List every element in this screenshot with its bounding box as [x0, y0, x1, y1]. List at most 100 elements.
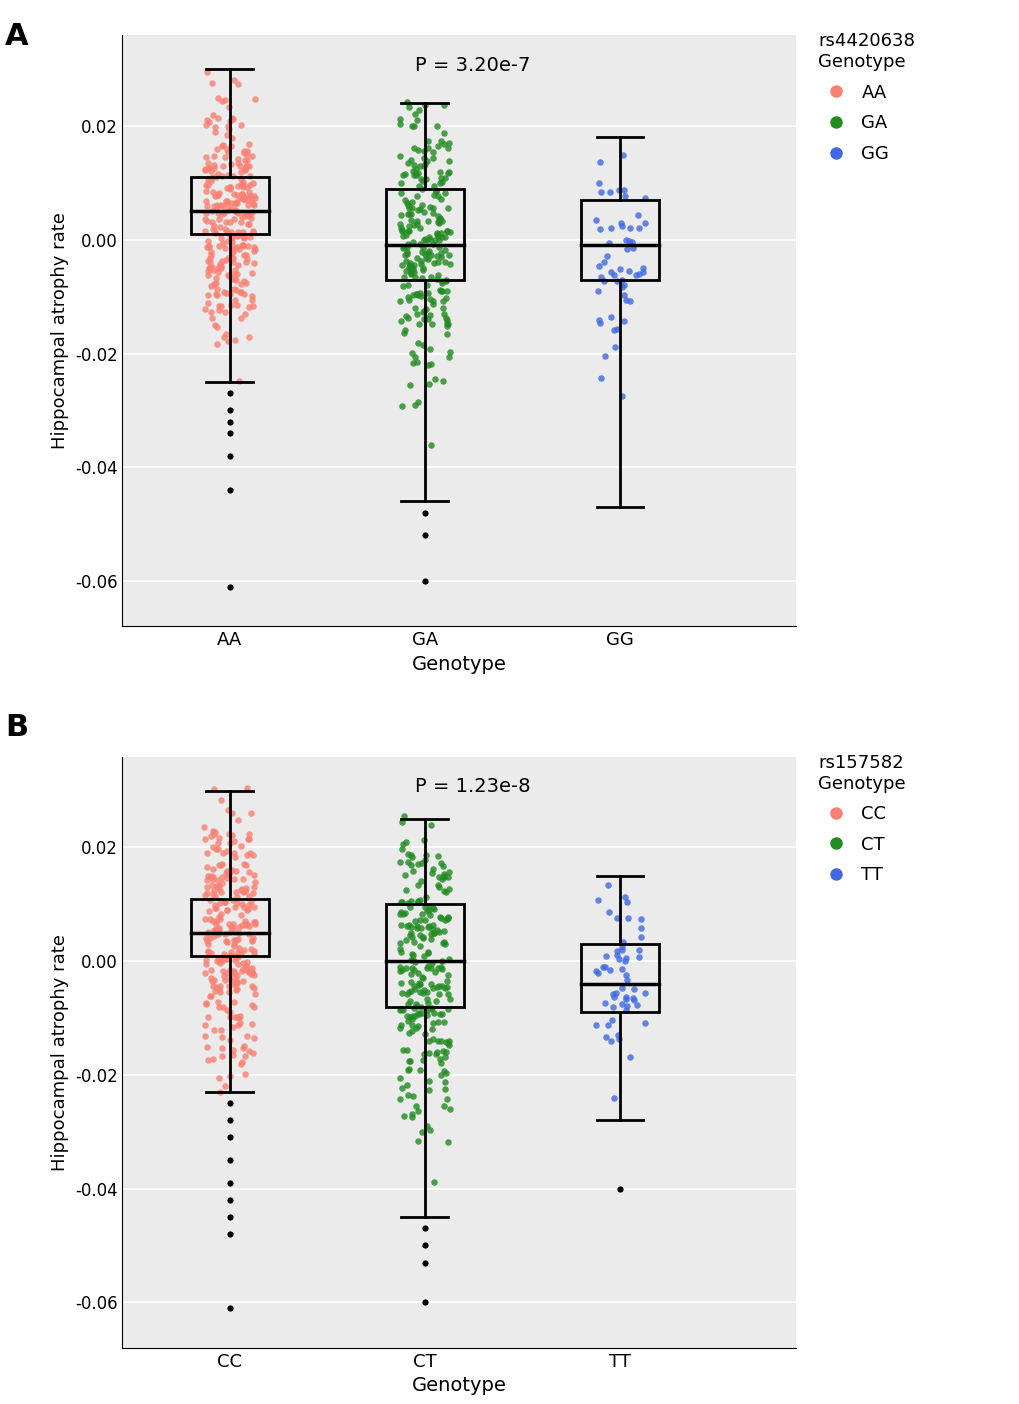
Point: [230, 927, 247, 949]
Point: [436, 1071, 452, 1094]
Point: [202, 160, 218, 183]
Point: [397, 260, 414, 282]
Point: [603, 1009, 620, 1032]
Point: [414, 258, 430, 281]
Point: [243, 890, 259, 913]
Point: [218, 124, 234, 146]
Point: [396, 188, 413, 211]
Point: [404, 845, 420, 868]
Point: [441, 341, 458, 364]
Point: [212, 216, 228, 239]
Point: [608, 317, 625, 340]
Point: [395, 322, 412, 344]
Point: [214, 135, 230, 157]
Point: [429, 1031, 445, 1053]
Point: [391, 956, 408, 979]
Point: [219, 199, 235, 222]
Point: [429, 1011, 445, 1033]
Point: [213, 880, 229, 903]
Bar: [191, 899, 268, 956]
Point: [589, 279, 605, 302]
Point: [424, 313, 440, 336]
Point: [400, 1057, 417, 1080]
Point: [404, 1008, 420, 1031]
Point: [209, 184, 225, 206]
Point: [399, 1084, 416, 1106]
Point: [197, 1025, 213, 1047]
Point: [613, 931, 630, 953]
Point: [211, 977, 227, 1000]
Point: [587, 209, 603, 232]
Y-axis label: Hippocampal atrophy rate: Hippocampal atrophy rate: [51, 212, 69, 449]
Point: [423, 973, 439, 995]
Point: [420, 136, 436, 159]
Point: [239, 897, 256, 920]
Point: [440, 138, 457, 160]
Point: [406, 254, 422, 277]
Point: [414, 178, 430, 201]
Point: [206, 274, 222, 296]
Point: [239, 827, 256, 849]
Point: [217, 922, 233, 945]
Point: [392, 998, 409, 1021]
Point: [233, 174, 250, 197]
Point: [198, 236, 214, 258]
Point: [234, 913, 251, 935]
Point: [421, 288, 437, 310]
Point: [437, 286, 453, 309]
Point: [429, 267, 445, 289]
Point: [199, 1035, 215, 1057]
Point: [234, 952, 251, 974]
Point: [635, 261, 651, 284]
Point: [613, 268, 630, 291]
Point: [423, 997, 439, 1019]
Point: [598, 244, 614, 267]
Point: [222, 153, 238, 176]
Point: [401, 258, 418, 281]
Point: [223, 225, 239, 247]
Point: [407, 1095, 423, 1118]
Point: [438, 279, 454, 302]
Point: [613, 939, 630, 962]
Point: [226, 929, 243, 952]
Point: [409, 211, 425, 233]
Point: [218, 899, 234, 921]
Point: [398, 240, 415, 263]
Point: [205, 1049, 221, 1071]
Point: [245, 220, 261, 243]
Point: [392, 108, 409, 131]
Point: [202, 241, 218, 264]
Point: [232, 154, 249, 177]
Point: [419, 942, 435, 965]
Point: [229, 809, 246, 831]
Point: [610, 1028, 627, 1050]
Point: [220, 974, 236, 997]
Point: [238, 951, 255, 973]
Point: [624, 237, 640, 260]
Point: [401, 373, 418, 396]
Point: [243, 963, 259, 986]
Point: [226, 847, 243, 869]
Point: [403, 191, 419, 213]
Point: [591, 312, 607, 334]
Point: [409, 917, 425, 939]
Point: [604, 995, 621, 1018]
Point: [401, 990, 418, 1012]
Point: [238, 176, 255, 198]
Point: [199, 856, 215, 879]
Point: [592, 368, 608, 390]
Point: [430, 866, 446, 889]
Point: [199, 882, 215, 904]
Point: [398, 1039, 415, 1061]
Point: [434, 951, 450, 973]
Point: [417, 1292, 433, 1314]
Point: [631, 945, 647, 967]
Point: [226, 199, 243, 222]
Point: [419, 1000, 435, 1022]
Point: [615, 886, 632, 908]
Point: [420, 241, 436, 264]
Point: [393, 1077, 410, 1099]
Point: [399, 851, 416, 873]
Point: [593, 265, 609, 288]
Point: [236, 1045, 253, 1067]
